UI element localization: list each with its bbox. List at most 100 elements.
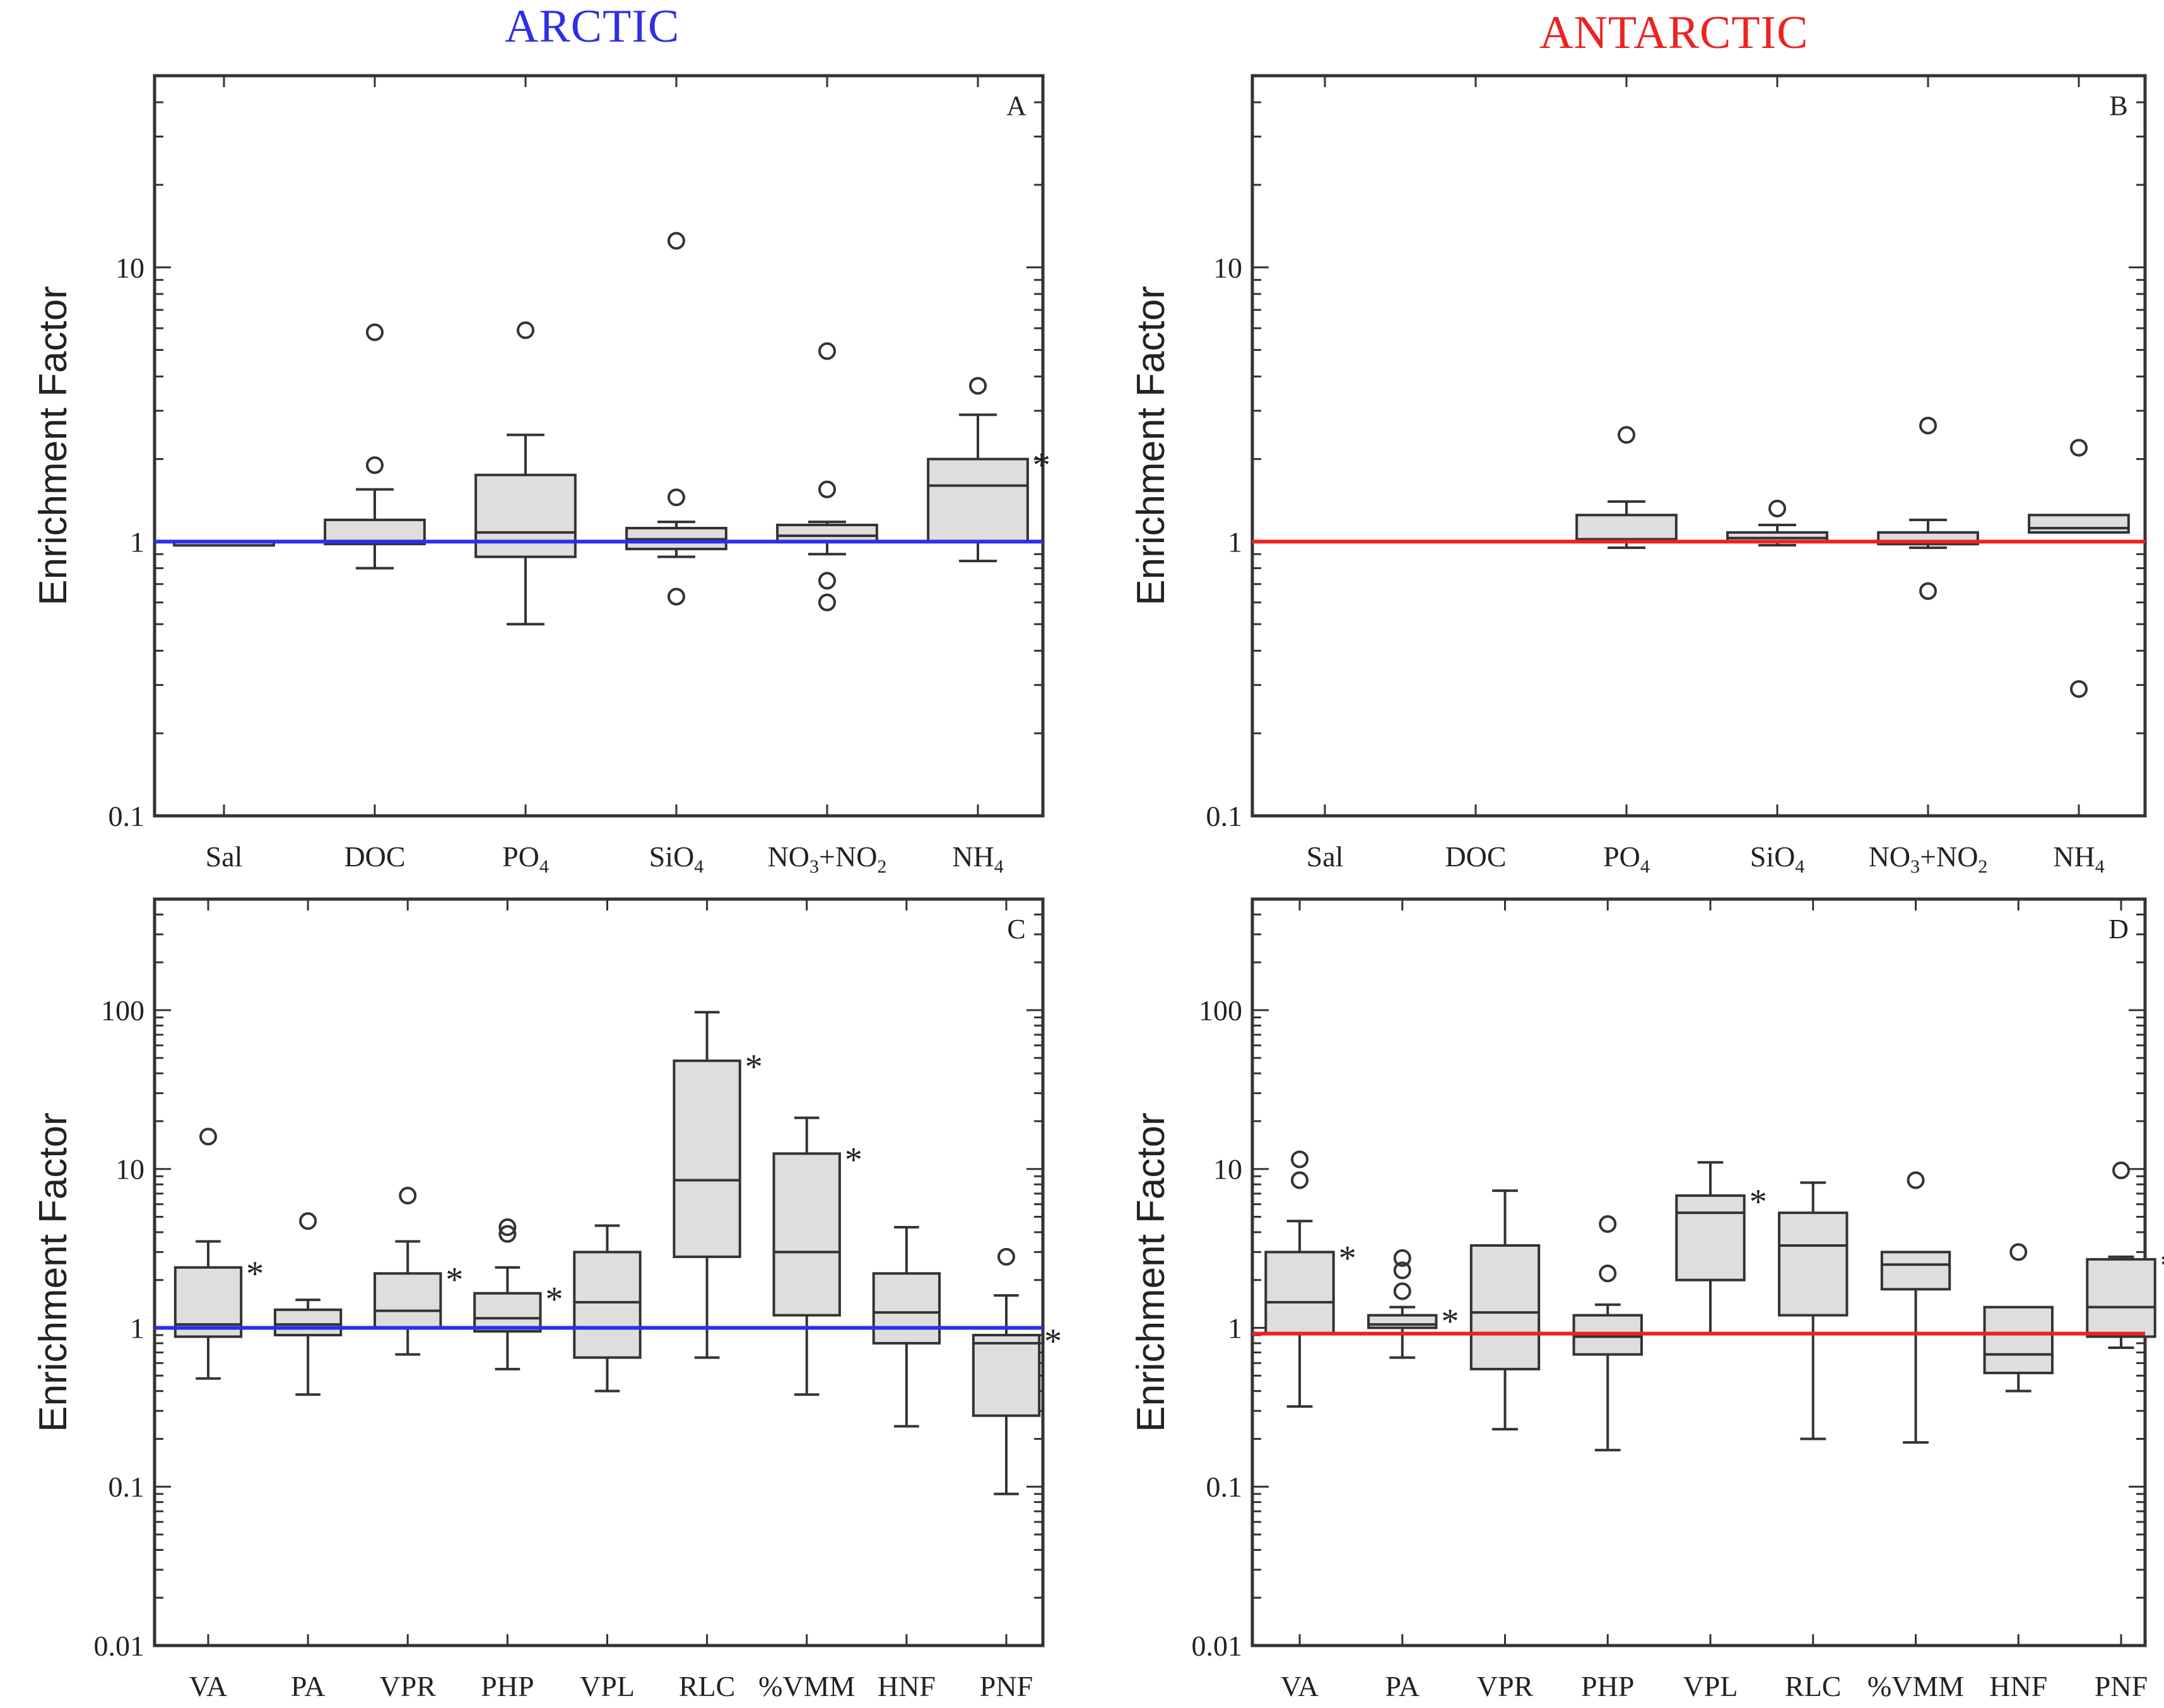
panel-C: 0.01 0.1 1 10 100 Enrichment Factor C VA PA VPR PH… <box>32 897 1062 1702</box>
x-tick-label: VPL <box>580 1670 635 1702</box>
iqr-box <box>1675 1194 1746 1281</box>
iqr-box <box>1575 514 1678 543</box>
iqr-box <box>1983 1305 2054 1374</box>
outlier-point <box>498 1218 517 1237</box>
significance-star: * <box>445 1260 463 1299</box>
outlier-point <box>2070 439 2088 457</box>
outlier-point <box>1599 1264 1617 1283</box>
iqr-box <box>776 524 878 543</box>
iqr-box <box>1469 1244 1541 1370</box>
outlier-point <box>366 456 384 474</box>
x-tick-label: SiO4 <box>1750 840 1805 877</box>
outlier-point <box>199 1128 217 1146</box>
y-tick-label: 0.1 <box>109 1471 145 1503</box>
x-tick-label: VPR <box>380 1670 437 1702</box>
box-VMM <box>1880 1171 1951 1444</box>
box-VPL <box>573 1224 642 1393</box>
box-HNF <box>872 1226 941 1428</box>
y-tick-label: 0.1 <box>1206 800 1243 832</box>
box-VPL: * <box>1675 1161 1767 1335</box>
outlier-point <box>2009 1243 2028 1261</box>
x-tick-label: PO4 <box>1603 840 1650 877</box>
significance-star: * <box>246 1254 264 1293</box>
x-tick-label: NH4 <box>952 840 1003 877</box>
x-tick-label: PHP <box>481 1670 534 1702</box>
outlier-point <box>1291 1171 1308 1189</box>
plot-frame <box>1250 74 2147 818</box>
x-tick-label: %VMM <box>758 1670 855 1702</box>
outlier-point <box>667 488 685 507</box>
outlier-point <box>818 572 836 590</box>
outlier-point <box>1291 1150 1308 1169</box>
box-SiO4 <box>1726 499 1828 547</box>
box-VA: * <box>173 1128 264 1380</box>
x-tick-label: HNF <box>1989 1670 2047 1702</box>
box-VMM: * <box>772 1116 862 1396</box>
significance-star: * <box>1749 1182 1767 1222</box>
box-PA <box>273 1212 343 1396</box>
significance-star: * <box>845 1140 862 1179</box>
panel-A: 0.1 1 10 Enrichment Factor A Sal DOC PO4 SiO4 NO3… <box>32 74 1050 877</box>
outlier-point <box>366 323 384 341</box>
outlier-point <box>997 1247 1015 1266</box>
outlier-point <box>1907 1171 1925 1189</box>
outlier-point <box>1393 1249 1411 1267</box>
outlier-point <box>299 1212 317 1230</box>
y-tick-label: 0.01 <box>94 1630 145 1662</box>
y-tick-label: 1 <box>1228 1312 1242 1344</box>
significance-star: * <box>2160 1246 2164 1285</box>
outlier-point <box>969 377 987 395</box>
x-tick-label: RLC <box>1785 1670 1841 1702</box>
outlier-point <box>2112 1161 2130 1179</box>
outlier-point <box>2070 680 2088 698</box>
iqr-box <box>1778 1211 1849 1317</box>
box-PNF: * <box>972 1247 1062 1495</box>
iqr-box <box>673 1059 741 1258</box>
significance-star: * <box>1033 446 1050 485</box>
significance-star: * <box>546 1280 563 1319</box>
x-tick-label: NO3+NO2 <box>1869 840 1988 877</box>
iqr-box <box>1367 1314 1438 1329</box>
y-tick-label: 10 <box>115 252 144 284</box>
iqr-box <box>772 1152 841 1317</box>
iqr-box <box>2086 1257 2156 1338</box>
outlier-point <box>498 1225 517 1243</box>
x-tick-label: PNF <box>2095 1670 2148 1702</box>
box-NO3NO2 <box>1877 416 1979 600</box>
box-PO4 <box>1575 426 1678 550</box>
y-tick-label: 100 <box>101 994 144 1027</box>
box-VPR <box>1469 1189 1541 1431</box>
panel-letter: A <box>1006 90 1026 121</box>
box-RLC: * <box>673 1011 763 1359</box>
box-PA: * <box>1367 1249 1459 1359</box>
x-tick-label: %VMM <box>1867 1670 1964 1702</box>
outlier-point <box>1768 499 1786 517</box>
significance-star: * <box>1044 1322 1062 1361</box>
iqr-box <box>373 1272 442 1329</box>
x-tick-label: Sal <box>1307 840 1344 873</box>
significance-star: * <box>1339 1239 1356 1278</box>
box-RLC <box>1778 1181 1849 1440</box>
x-tick-label: SiO4 <box>649 840 704 877</box>
x-tick-label: PO4 <box>502 840 549 877</box>
y-tick-label: 10 <box>115 1153 144 1186</box>
y-axis-label: Enrichment Factor <box>1129 1112 1173 1432</box>
plot-frame <box>153 897 1045 1647</box>
y-tick-label: 1 <box>1228 526 1242 558</box>
significance-star: * <box>745 1047 763 1087</box>
panel-letter: C <box>1007 914 1025 945</box>
x-tick-label: NH4 <box>2053 840 2104 877</box>
y-axis-label: Enrichment Factor <box>32 1112 75 1432</box>
iqr-box <box>1264 1251 1335 1335</box>
outlier-point <box>1599 1215 1617 1234</box>
iqr-box <box>1880 1251 1951 1291</box>
antarctic-title: ANTARCTIC <box>1539 7 1809 59</box>
x-tick-label: PA <box>291 1670 326 1702</box>
y-tick-label: 10 <box>1213 1153 1242 1186</box>
iqr-box <box>573 1251 642 1359</box>
outlier-point <box>517 321 534 339</box>
y-tick-label: 1 <box>130 526 144 558</box>
outlier-point <box>667 587 685 606</box>
outlier-point <box>818 593 836 611</box>
outlier-point <box>1919 416 1937 435</box>
